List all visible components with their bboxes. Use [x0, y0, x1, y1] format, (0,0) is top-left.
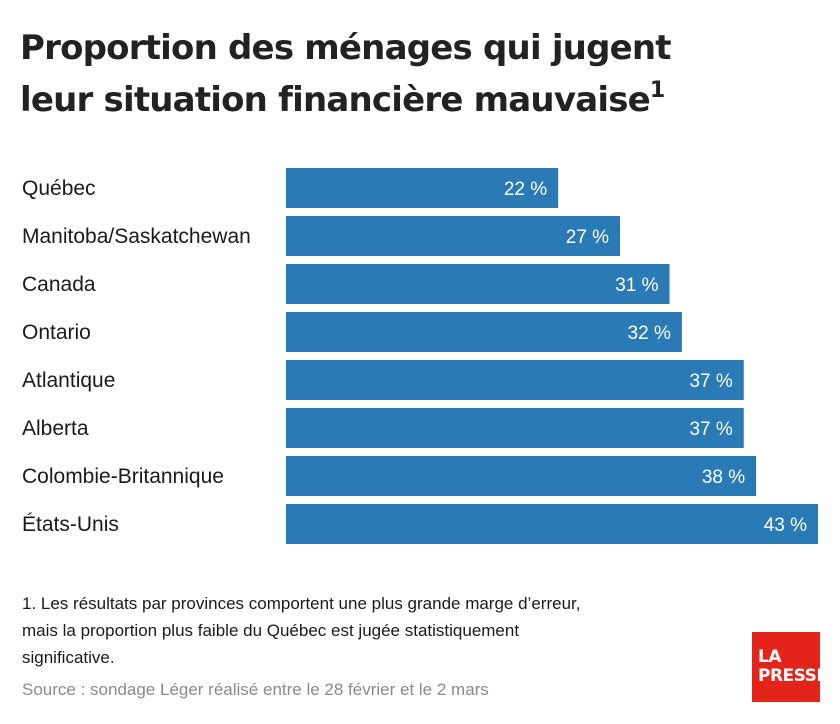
value-label: 22 % [504, 179, 547, 200]
bar [286, 168, 559, 208]
category-label: Canada [22, 273, 96, 296]
bar [286, 408, 744, 448]
value-label: 37 % [689, 371, 732, 392]
value-label: 32 % [628, 323, 671, 344]
footnote-line-1: 1. Les résultats par provinces comporten… [22, 594, 581, 613]
category-label: Colombie-Britannique [22, 465, 224, 488]
value-label: 43 % [764, 515, 807, 536]
value-label: 37 % [689, 419, 732, 440]
footnote-line-3: significative. [22, 648, 115, 667]
bar-chart: Québec 22 % Manitoba/Saskatchewan 27 % Canad… [22, 168, 818, 544]
title-footnote-marker: 1 [649, 78, 665, 103]
bar [286, 360, 744, 400]
bar [286, 456, 757, 496]
chart-title: Proportion des ménages qui jugent leur si… [20, 22, 820, 126]
title-line-1: Proportion des ménages qui jugent [20, 28, 672, 68]
category-label: Québec [22, 177, 96, 200]
category-label: Manitoba/Saskatchewan [22, 225, 251, 248]
la-presse-logo: LA PRESSE [752, 632, 828, 702]
category-label: Atlantique [22, 369, 115, 392]
title-line-2: leur situation financière mauvaise [20, 80, 651, 120]
bar [286, 216, 621, 256]
category-label: Alberta [22, 417, 89, 440]
value-label: 31 % [615, 275, 658, 296]
footnote-line-2: mais la proportion plus faible du Québec… [22, 621, 520, 640]
bar [286, 312, 682, 352]
logo-line-1: LA [758, 647, 782, 667]
value-label: 27 % [566, 227, 609, 248]
category-label: Ontario [22, 321, 91, 344]
bar [286, 504, 818, 544]
footnote: 1. Les résultats par provinces comporten… [22, 590, 722, 671]
category-label: États-Unis [22, 513, 119, 536]
value-label: 38 % [702, 467, 745, 488]
source-note: Source : sondage Léger réalisé entre le … [22, 680, 489, 699]
bar [286, 264, 670, 304]
logo-line-2: PRESSE [758, 666, 828, 686]
